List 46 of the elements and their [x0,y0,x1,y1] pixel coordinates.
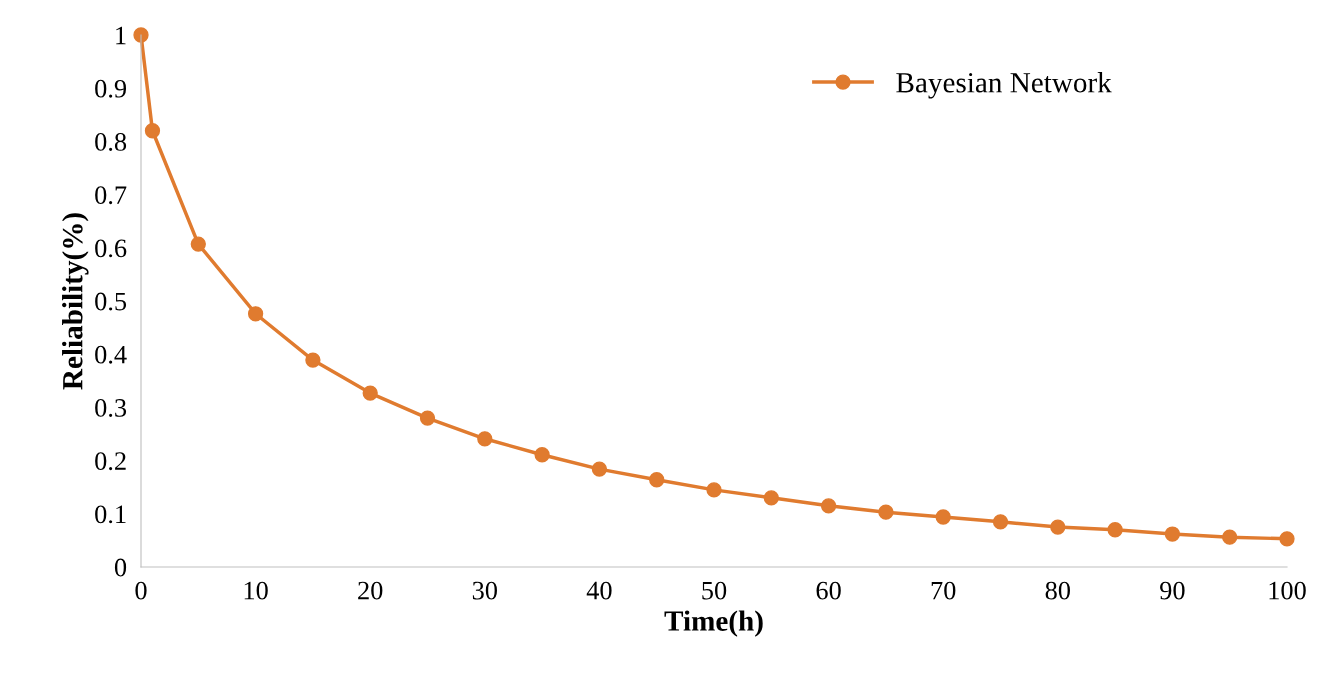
point [1279,531,1295,547]
x-tick-label: 80 [1045,581,1070,600]
y-tick-label: 0.7 [95,186,127,205]
point [144,123,161,139]
legend-label: Bayesian Network [896,72,1112,99]
x-axis-title: Time(h) [664,610,763,637]
point [419,410,436,426]
point [534,447,550,463]
y-axis-title: Reliability(%) [62,213,89,390]
y-tick-label: 0.6 [95,239,127,258]
point [1107,522,1123,538]
point [706,482,722,498]
point [1050,519,1066,535]
y-tick-label: 1 [116,26,126,45]
x-tick-label: 90 [1160,581,1185,600]
x-tick-label: 40 [586,581,612,600]
y-tick-label: 0.8 [95,133,127,151]
y-tick-label: 0.4 [95,345,127,364]
point [247,306,264,322]
y-tick-label: 0.5 [95,292,127,311]
point [992,514,1009,530]
x-tick-label: 10 [244,581,268,600]
point [1164,526,1181,542]
y-tick-label: 0 [114,558,127,577]
y-tick-label: 0.1 [95,505,126,524]
point [1222,529,1238,545]
y-tick-label: 0.9 [95,79,127,98]
point [190,236,206,252]
x-tick-label: 50 [702,581,727,600]
point [591,461,608,477]
x-tick-label: 100 [1269,581,1306,600]
point [820,498,837,514]
x-tick-label: 30 [472,581,497,600]
x-tick-label: 60 [816,581,841,600]
y-tick-label: 0.3 [95,399,127,417]
point [763,490,779,506]
x-tick-label: 0 [135,581,147,600]
point [935,509,951,525]
point [305,352,321,368]
x-tick-label: 20 [358,581,383,600]
point [649,472,665,488]
point [878,504,894,520]
point [477,431,493,447]
x-tick-label: 70 [931,581,956,600]
y-tick-label: 0.2 [95,452,126,471]
point [362,385,378,401]
